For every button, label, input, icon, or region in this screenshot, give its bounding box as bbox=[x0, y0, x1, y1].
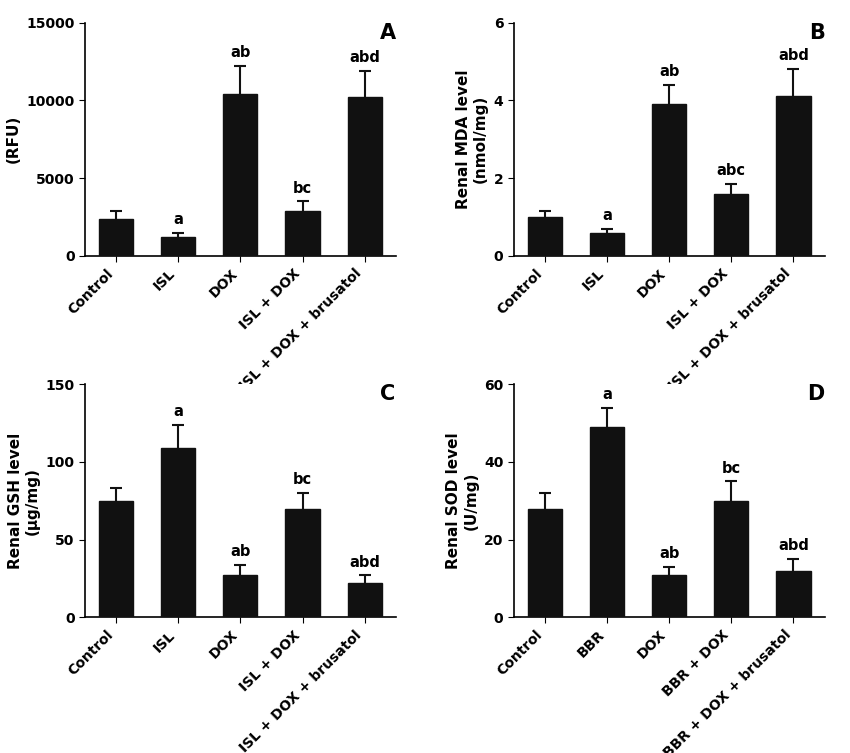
Text: abd: abd bbox=[349, 50, 380, 65]
Text: ab: ab bbox=[230, 45, 251, 60]
Bar bbox=[99, 501, 133, 617]
Bar bbox=[348, 97, 382, 256]
Text: C: C bbox=[381, 384, 396, 404]
Bar bbox=[528, 508, 562, 617]
Bar bbox=[224, 575, 258, 617]
Bar bbox=[224, 94, 258, 256]
Text: abd: abd bbox=[778, 538, 809, 553]
Bar bbox=[162, 237, 196, 256]
Text: A: A bbox=[380, 23, 396, 43]
Text: bc: bc bbox=[722, 461, 741, 476]
Bar bbox=[776, 96, 811, 256]
Text: a: a bbox=[173, 212, 183, 227]
Text: a: a bbox=[602, 387, 612, 401]
Text: abc: abc bbox=[717, 163, 745, 178]
Text: ab: ab bbox=[230, 544, 251, 559]
Bar bbox=[776, 571, 811, 617]
Bar bbox=[590, 233, 624, 256]
Bar bbox=[528, 217, 562, 256]
Bar bbox=[652, 104, 686, 256]
Y-axis label: Renal SOD level
(U/mg): Renal SOD level (U/mg) bbox=[446, 432, 479, 569]
Bar bbox=[286, 211, 320, 256]
Text: B: B bbox=[808, 23, 824, 43]
Bar bbox=[162, 448, 196, 617]
Bar bbox=[714, 501, 748, 617]
Bar bbox=[652, 575, 686, 617]
Text: D: D bbox=[808, 384, 824, 404]
Bar bbox=[99, 218, 133, 256]
Y-axis label: Renal GSH level
(μg/mg): Renal GSH level (μg/mg) bbox=[8, 433, 40, 569]
Bar bbox=[348, 584, 382, 617]
Y-axis label: Renal MDA level
(nmol/mg): Renal MDA level (nmol/mg) bbox=[456, 69, 488, 209]
Text: a: a bbox=[173, 404, 183, 419]
Text: bc: bc bbox=[293, 181, 312, 196]
Bar bbox=[590, 427, 624, 617]
Text: ab: ab bbox=[659, 546, 679, 561]
Text: abd: abd bbox=[349, 555, 380, 569]
Bar bbox=[714, 194, 748, 256]
Y-axis label: ROS/RNS level
(RFU): ROS/RNS level (RFU) bbox=[0, 78, 20, 201]
Text: abd: abd bbox=[778, 48, 809, 63]
Text: ab: ab bbox=[659, 64, 679, 79]
Bar bbox=[286, 508, 320, 617]
Text: bc: bc bbox=[293, 472, 312, 487]
Text: a: a bbox=[602, 208, 612, 223]
